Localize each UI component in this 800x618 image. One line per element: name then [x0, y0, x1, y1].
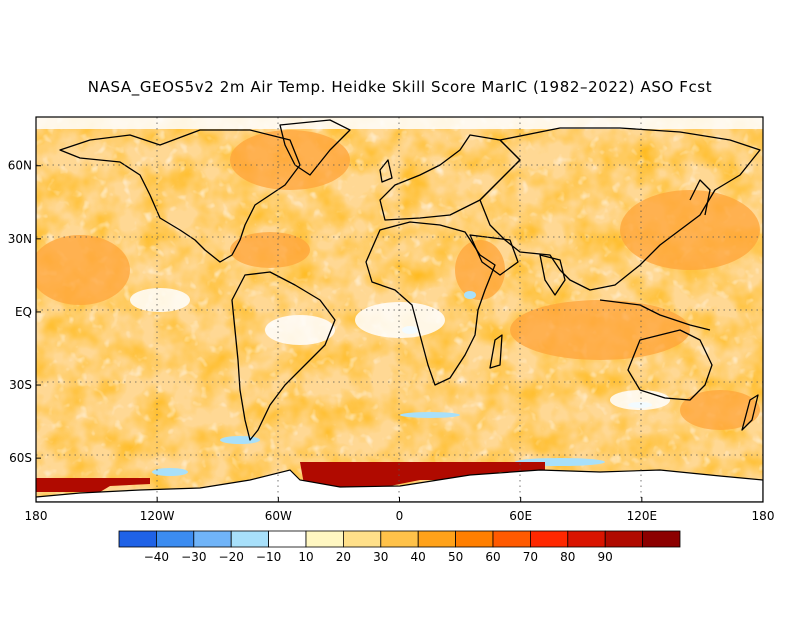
lon-tick-label: 0	[396, 509, 404, 523]
lat-tick-label: 30S	[9, 378, 32, 392]
lon-tick-label: 120W	[140, 509, 175, 523]
lon-tick-label: 60W	[265, 509, 292, 523]
colorbar-label: 80	[560, 550, 575, 564]
lon-tick-label: 120E	[627, 509, 658, 523]
lon-tick-label: 180	[752, 509, 775, 523]
lat-tick-label: 60S	[9, 451, 32, 465]
lon-tick-label: 180	[25, 509, 48, 523]
coastlines	[59, 119, 761, 441]
colorbar-label: 60	[485, 550, 500, 564]
colorbar-label: −10	[256, 550, 281, 564]
colorbar-label: −20	[219, 550, 244, 564]
colorbar-label: 90	[598, 550, 613, 564]
colorbar-label: 50	[448, 550, 463, 564]
colorbar-label: −40	[144, 550, 169, 564]
lon-tick-label: 60E	[509, 509, 532, 523]
gridlines	[36, 117, 763, 502]
skill-score-map: 180 120W 60W 0 60E 120E 180 60N 30N EQ 30S 60S	[8, 116, 775, 523]
colorbar-label: 30	[373, 550, 388, 564]
latitude-ticks: 60N 30N EQ 30S 60S	[8, 159, 41, 465]
colorbar-label: 40	[411, 550, 426, 564]
lat-tick-label: EQ	[15, 305, 32, 319]
colorbar-label: −30	[181, 550, 206, 564]
near-zero-regions	[36, 117, 763, 410]
map-title: NASA_GEOS5v2 2m Air Temp. Heidke Skill S…	[87, 78, 713, 96]
lat-tick-label: 30N	[8, 232, 32, 246]
skill-field	[36, 117, 763, 502]
lat-tick-label: 60N	[8, 159, 32, 173]
colorbar-label: 20	[336, 550, 351, 564]
colorbar-label: 70	[523, 550, 538, 564]
colorbar-labels: −40 −30 −20 −10 10 20 30 40 50 60 70 80 90	[144, 550, 613, 564]
colorbar-label: 10	[298, 550, 313, 564]
longitude-ticks: 180 120W 60W 0 60E 120E 180	[25, 497, 775, 523]
antarctica	[36, 469, 763, 502]
